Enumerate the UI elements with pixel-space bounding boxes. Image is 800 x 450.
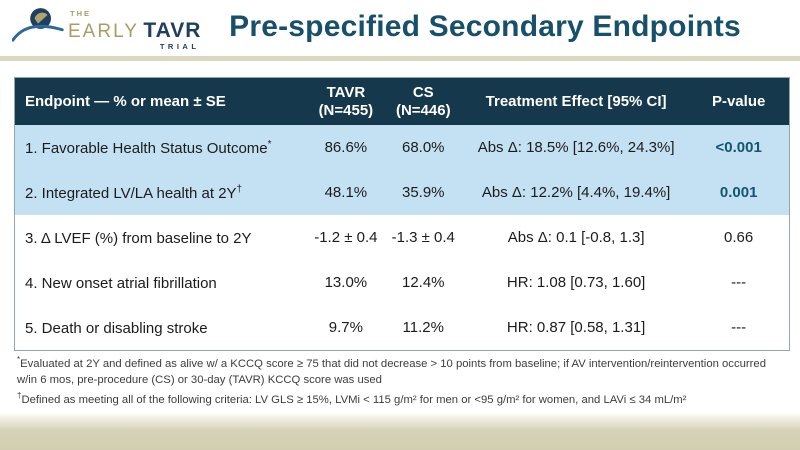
footnotes: *Evaluated at 2Y and defined as alive w/… — [17, 352, 787, 408]
endpoint-label: 2. Integrated LV/LA health at 2Y† — [15, 184, 309, 202]
page-title: Pre-specified Secondary Endpoints — [229, 10, 741, 43]
endpoint-label: 5. Death or disabling stroke — [15, 319, 309, 337]
tavr-value: 48.1% — [324, 184, 368, 201]
endpoint-footnote-marker: † — [236, 183, 243, 195]
endpoint-text: 4. New onset atrial fibrillation — [25, 274, 217, 292]
logo-word-early-tavr: EARLY TAVR — [68, 20, 201, 41]
header-pvalue: P-value — [711, 92, 766, 110]
tavr-value: -1.2 ± 0.4 — [314, 229, 378, 246]
header-cs: CS (N=446) — [383, 84, 464, 119]
treatment-effect-value: Abs Δ: 0.1 [-0.8, 1.3] — [507, 229, 645, 246]
endpoint-text: 2. Integrated LV/LA health at 2Y — [25, 184, 237, 202]
endpoint-label: 4. New onset atrial fibrillation — [15, 274, 309, 292]
endpoint-label: 1. Favorable Health Status Outcome* — [15, 139, 309, 157]
treatment-effect-value: HR: 0.87 [0.58, 1.31] — [506, 319, 646, 336]
footnote-marker-dagger: † — [17, 390, 22, 400]
endpoint-label: 3. Δ LVEF (%) from baseline to 2Y — [15, 229, 309, 247]
pvalue-value: 0.001 — [719, 184, 758, 201]
cs-value: -1.3 ± 0.4 — [391, 229, 455, 246]
header-treatment-effect: Treatment Effect [95% CI] — [485, 92, 667, 110]
table-row-integrated-lv-la-health: 2. Integrated LV/LA health at 2Y† 48.1% … — [15, 170, 789, 215]
treatment-effect-value: Abs Δ: 18.5% [12.6%, 24.3%] — [477, 139, 675, 156]
table-row-lvef-change: 3. Δ LVEF (%) from baseline to 2Y -1.2 ±… — [15, 215, 789, 260]
tavr-value: 13.0% — [324, 274, 368, 291]
table-row-favorable-health-status: 1. Favorable Health Status Outcome* 86.6… — [15, 125, 789, 170]
cs-value: 12.4% — [401, 274, 445, 291]
header-endpoint: Endpoint — % or mean ± SE — [25, 92, 226, 110]
endpoint-footnote-marker: * — [267, 138, 272, 150]
cs-value: 35.9% — [401, 184, 445, 201]
header-tavr-line2: (N=455) — [318, 101, 374, 119]
cs-value: 11.2% — [402, 319, 444, 336]
table-header-row: Endpoint — % or mean ± SE TAVR (N=455) C… — [15, 78, 789, 125]
footnote-line-3: †Defined as meeting all of the following… — [17, 388, 787, 408]
header-tavr-line1: TAVR — [326, 84, 366, 102]
header-tavr: TAVR (N=455) — [309, 84, 383, 119]
logo-text: THE EARLY TAVR TRIAL — [68, 10, 201, 50]
pvalue-value: 0.66 — [724, 229, 754, 246]
endpoints-table: Endpoint — % or mean ± SE TAVR (N=455) C… — [14, 77, 790, 351]
table-row-death-or-stroke: 5. Death or disabling stroke 9.7% 11.2% … — [15, 305, 789, 350]
footnote-line-2: w/in 6 mos, pre-procedure (CS) or 30-day… — [17, 372, 787, 388]
pvalue-value: --- — [731, 274, 747, 291]
table-row-new-onset-afib: 4. New onset atrial fibrillation 13.0% 1… — [15, 260, 789, 305]
endpoint-text: 1. Favorable Health Status Outcome — [25, 139, 268, 157]
logo-word-the: THE — [70, 9, 91, 18]
footnote-line-1: *Evaluated at 2Y and defined as alive w/… — [17, 352, 787, 372]
footnote-text-3: Defined as meeting all of the following … — [21, 393, 687, 406]
header-cs-line2: (N=446) — [395, 101, 451, 119]
tavr-value: 86.6% — [324, 139, 368, 156]
tavr-value: 9.7% — [328, 319, 363, 336]
header-cs-line1: CS — [412, 84, 434, 102]
endpoint-text: 5. Death or disabling stroke — [25, 319, 208, 337]
footer-band — [0, 414, 800, 450]
cs-value: 68.0% — [401, 139, 445, 156]
endpoint-text: 3. Δ LVEF (%) from baseline to 2Y — [25, 229, 252, 247]
logo-swoosh-icon — [12, 8, 64, 42]
footnote-marker-asterisk: * — [17, 355, 21, 364]
early-tavr-trial-logo: THE EARLY TAVR TRIAL — [12, 4, 201, 52]
footnote-text-2: w/in 6 mos, pre-procedure (CS) or 30-day… — [17, 373, 382, 386]
pvalue-value: --- — [731, 319, 747, 336]
logo-word-tavr: TAVR — [143, 18, 202, 42]
treatment-effect-value: HR: 1.08 [0.73, 1.60] — [506, 274, 646, 291]
treatment-effect-value: Abs Δ: 12.2% [4.4%, 19.4%] — [481, 184, 671, 201]
footnote-text-1: Evaluated at 2Y and defined as alive w/ … — [20, 357, 766, 370]
logo-word-early: EARLY — [68, 20, 139, 42]
pvalue-value: <0.001 — [715, 139, 762, 156]
logo-word-trial: TRIAL — [159, 41, 200, 51]
header-divider — [0, 56, 800, 61]
